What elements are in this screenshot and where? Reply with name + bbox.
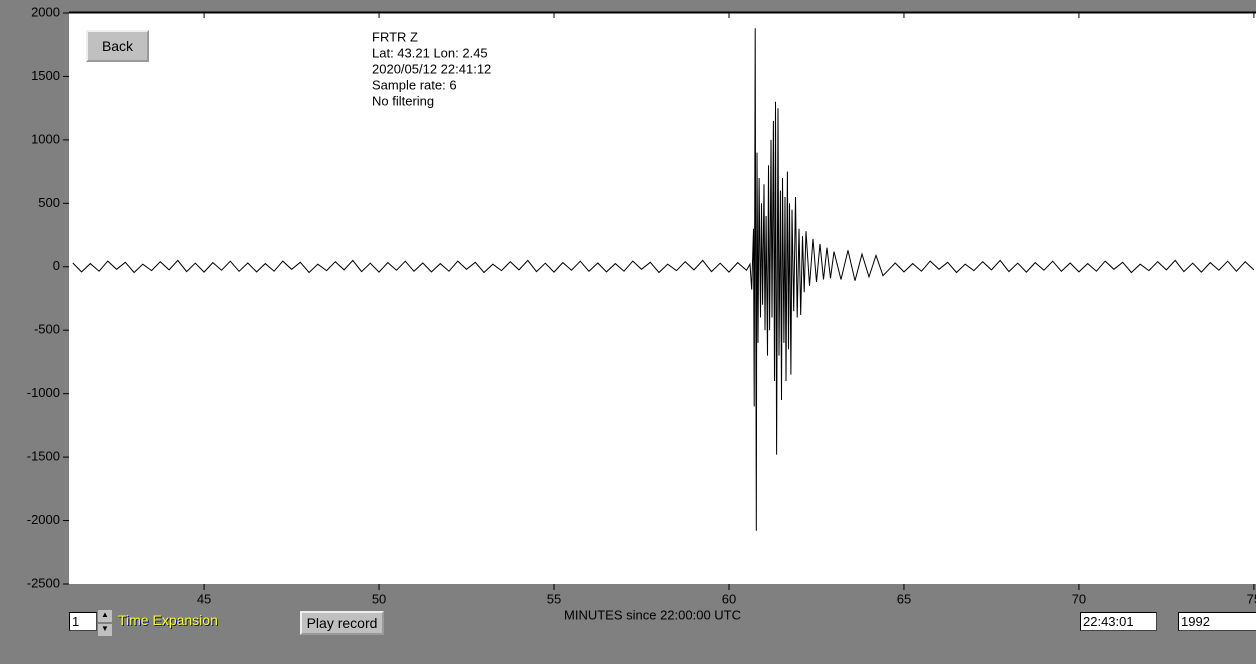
y-tick-label: 1500 — [31, 68, 60, 83]
y-tick-label: 0 — [53, 258, 60, 273]
y-tick-label: 500 — [38, 195, 60, 210]
y-tick-label: -500 — [34, 322, 60, 337]
y-tick-label: 2000 — [31, 4, 60, 19]
year-box[interactable]: 1992 — [1178, 612, 1256, 631]
info-line: 2020/05/12 22:41:12 — [372, 61, 491, 76]
info-line: FRTR Z — [372, 29, 418, 44]
y-tick-label: -1000 — [27, 385, 60, 400]
plot-area — [69, 13, 1256, 584]
x-tick-label: 65 — [897, 591, 911, 606]
info-line: Lat: 43.21 Lon: 2.45 — [372, 45, 488, 60]
x-tick-label: 60 — [722, 591, 736, 606]
x-tick-label: 50 — [372, 591, 386, 606]
x-tick-label: 55 — [547, 591, 561, 606]
back-button[interactable]: Back — [86, 30, 149, 62]
info-line: Sample rate: 6 — [372, 77, 457, 92]
y-tick-label: 1000 — [31, 131, 60, 146]
x-axis-label: MINUTES since 22:00:00 UTC — [564, 607, 741, 622]
expansion-label: Time Expansion — [118, 612, 218, 628]
y-tick-label: -2500 — [27, 575, 60, 590]
x-tick-label: 75 — [1247, 591, 1256, 606]
expansion-input[interactable]: 1 — [69, 612, 97, 631]
x-tick-label: 70 — [1072, 591, 1086, 606]
play-button[interactable]: Play record — [300, 611, 384, 635]
time-box[interactable]: 22:43:01 — [1080, 612, 1157, 631]
spin-up[interactable]: ▲ — [98, 610, 112, 622]
y-tick-label: -2000 — [27, 512, 60, 527]
waveform — [72, 28, 1255, 531]
spin-down[interactable]: ▼ — [98, 624, 112, 636]
y-tick-label: -1500 — [27, 449, 60, 464]
x-tick-label: 45 — [197, 591, 211, 606]
info-line: No filtering — [372, 93, 434, 108]
